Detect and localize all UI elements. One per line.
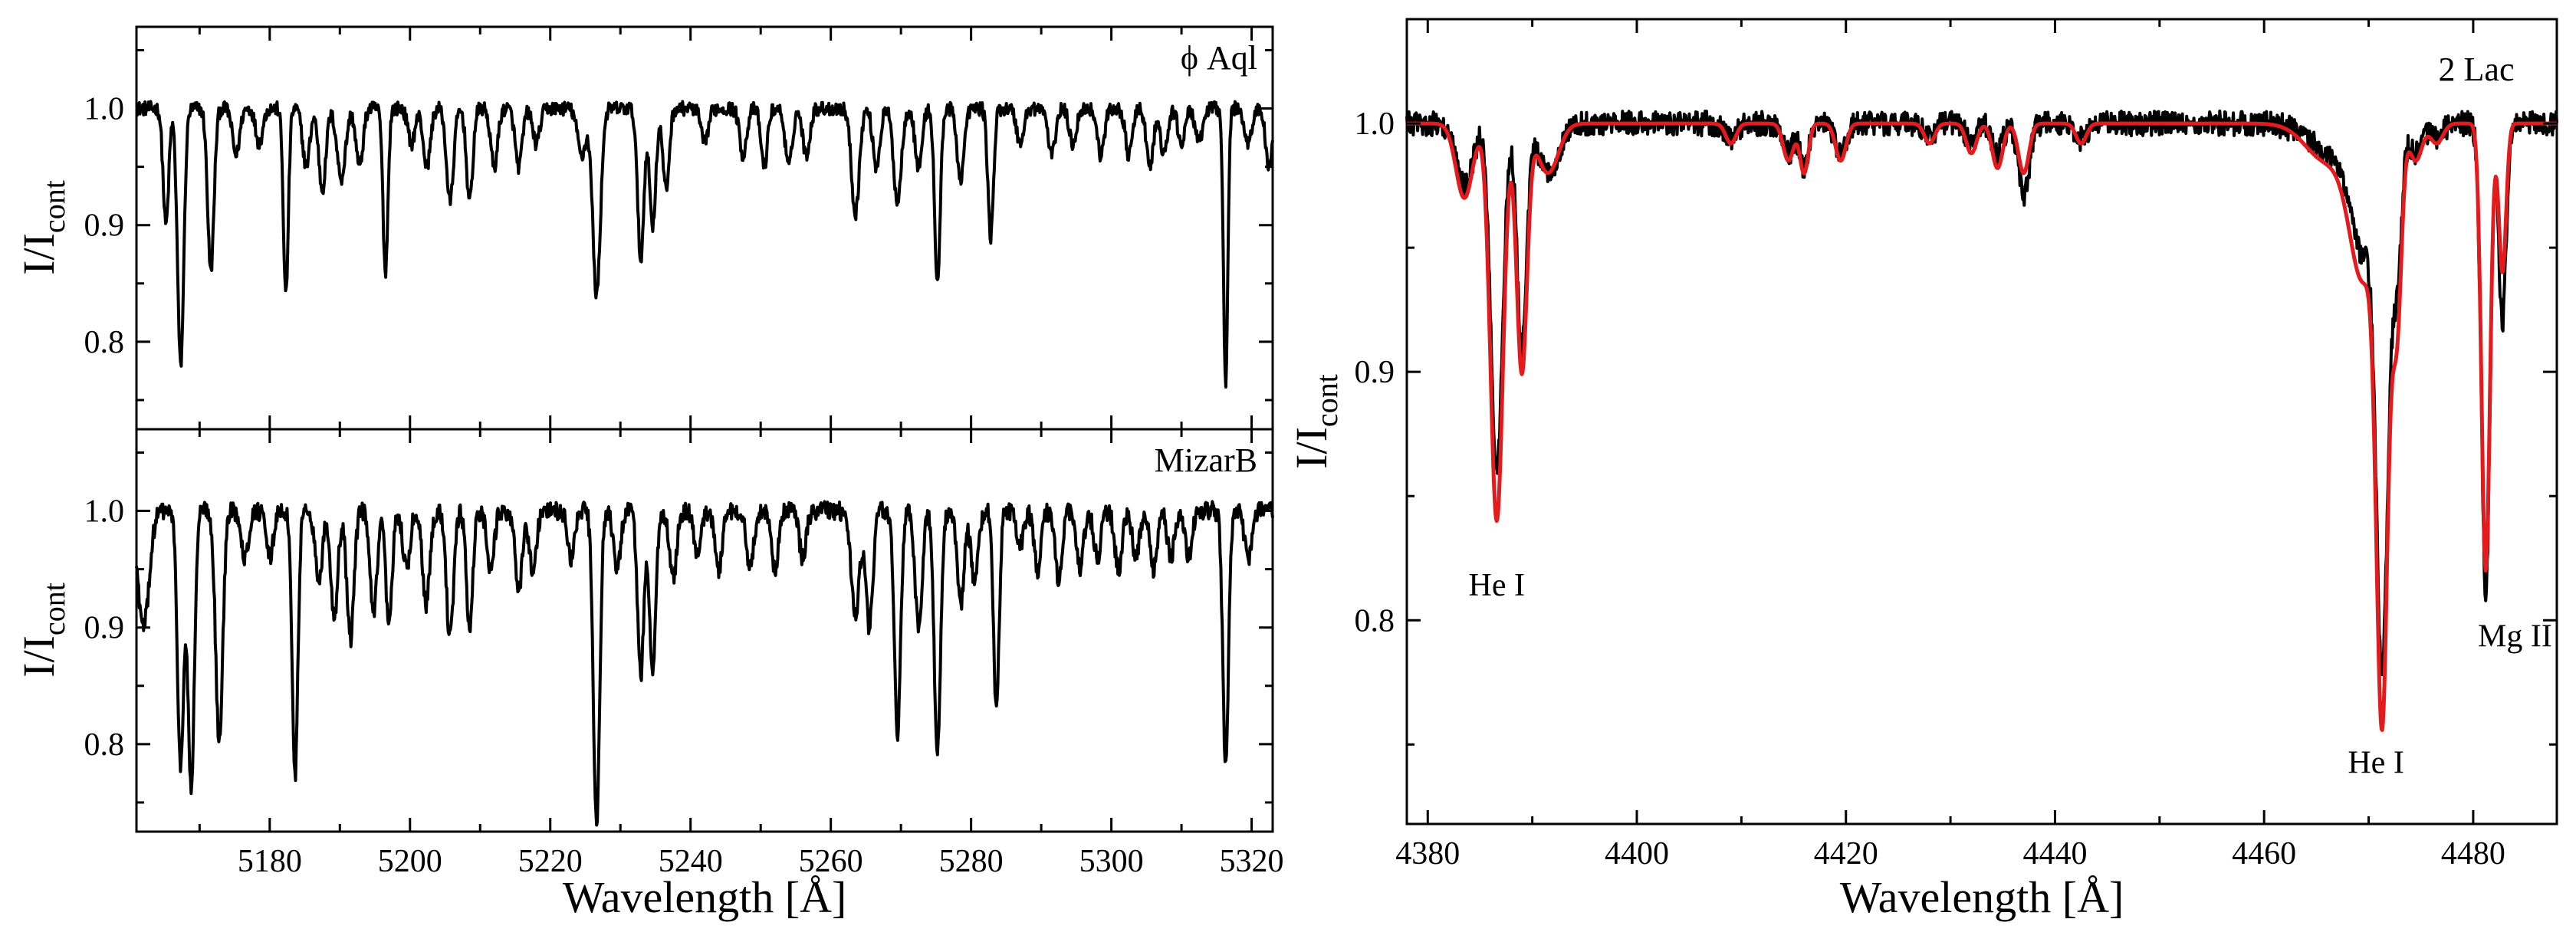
y-axis-label: I/Icont xyxy=(1286,374,1344,469)
y-axis-label: I/Icont xyxy=(14,180,71,275)
y-axis-label: I/Icont xyxy=(14,583,71,678)
x-tick-label: 4420 xyxy=(1814,836,1878,871)
y-axis-label-main: I/I xyxy=(14,635,64,678)
observed-spectrum-line xyxy=(135,500,1274,827)
panel-mizar-b: 5180 5200 5220 5240 5260 5280 5300 5320 0.8 0.9 1.… xyxy=(14,428,1284,922)
x-tick-label: 5280 xyxy=(939,844,1004,879)
series-layer xyxy=(135,100,1274,389)
plot-frame xyxy=(135,25,1274,431)
x-tick-label: 4460 xyxy=(2232,836,2296,871)
x-tick-label: 4400 xyxy=(1605,836,1669,871)
y-axis-label-sub: cont xyxy=(37,180,71,233)
y-axis-label-sub: cont xyxy=(37,583,71,635)
y-tick-label: 0.9 xyxy=(1355,355,1395,390)
y-tick-label: 0.8 xyxy=(1355,603,1395,638)
y-tick-label: 0.8 xyxy=(84,325,125,360)
y-tick-label: 0.9 xyxy=(84,611,125,646)
x-tick-label: 5260 xyxy=(799,844,863,879)
observed-spectrum-line xyxy=(1405,109,2558,677)
observed-spectrum-line xyxy=(135,100,1274,389)
model-spectrum-line xyxy=(1405,121,2558,732)
plot-frame xyxy=(135,428,1274,833)
annotation-layer: He I He I Mg II xyxy=(1469,568,2552,781)
x-tick-label: 4380 xyxy=(1395,836,1460,871)
series-layer xyxy=(1405,109,2558,732)
x-tick-label: 5320 xyxy=(1220,844,1284,879)
x-tick-label: 5180 xyxy=(238,844,302,879)
line-annotation: Mg II xyxy=(2478,619,2552,654)
x-tick-label: 5300 xyxy=(1079,844,1144,879)
x-tick-label: 4480 xyxy=(2441,836,2505,871)
x-tick-label: 5200 xyxy=(378,844,442,879)
plot-frame xyxy=(1405,18,2558,825)
ticks-layer: 0.8 0.9 1.0 xyxy=(84,27,1273,429)
x-tick-label: 5220 xyxy=(518,844,583,879)
series-layer xyxy=(135,500,1274,827)
star-label-mizar-b: MizarB xyxy=(1155,441,1257,479)
y-tick-label: 1.0 xyxy=(84,92,125,127)
y-tick-label: 1.0 xyxy=(84,494,125,530)
y-tick-label: 0.8 xyxy=(84,727,125,763)
x-tick-label: 4440 xyxy=(2022,836,2087,871)
y-tick-label: 0.9 xyxy=(84,208,125,244)
x-axis-label: Wavelength [Å] xyxy=(1840,872,2124,922)
x-tick-label: 5240 xyxy=(659,844,723,879)
ticks-layer: 4380 4400 4420 4440 4460 4480 0.8 0.9 1.0 xyxy=(1355,19,2557,871)
ticks-layer: 5180 5200 5220 5240 5260 5280 5300 5320 0.8 0.9 1.… xyxy=(84,429,1284,879)
star-label-2-lac: 2 Lac xyxy=(2439,51,2515,88)
y-axis-label-main: I/I xyxy=(1286,427,1336,469)
y-tick-label: 1.0 xyxy=(1355,107,1395,142)
y-axis-label-sub: cont xyxy=(1309,374,1344,427)
line-annotation: He I xyxy=(1469,568,1525,603)
y-axis-label-main: I/I xyxy=(14,233,64,275)
x-axis-label: Wavelength [Å] xyxy=(563,872,847,922)
star-label-phi-aql: ϕ Aql xyxy=(1181,39,1257,77)
panel-phi-aql: 0.8 0.9 1.0 ϕ Aql I/Icont xyxy=(14,25,1274,431)
line-annotation: He I xyxy=(2348,746,2404,781)
